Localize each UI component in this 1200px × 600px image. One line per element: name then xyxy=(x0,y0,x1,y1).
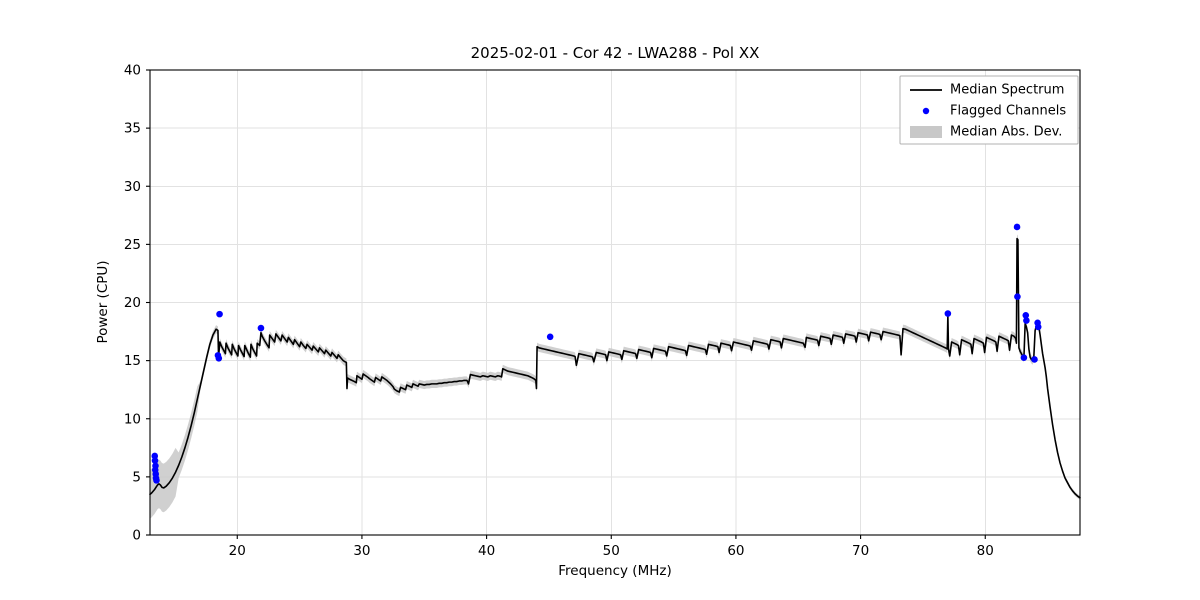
flagged-channels-points xyxy=(151,223,1042,484)
x-tick-label: 40 xyxy=(478,543,495,559)
flagged-channel-point xyxy=(1020,354,1028,362)
flagged-channel-point xyxy=(1023,317,1030,324)
legend-band-swatch xyxy=(910,126,942,138)
flagged-channel-point xyxy=(944,310,952,317)
x-tick-label: 60 xyxy=(727,543,744,559)
flagged-channel-point xyxy=(546,333,554,341)
x-axis-ticks: 20 30 40 50 60 70 80 xyxy=(229,535,994,559)
flagged-channel-point xyxy=(153,477,160,484)
y-tick-label: 5 xyxy=(132,469,141,485)
y-tick-label: 15 xyxy=(124,353,141,369)
chart-title: 2025-02-01 - Cor 42 - LWA288 - Pol XX xyxy=(471,44,760,62)
median-spectrum-line xyxy=(149,237,1081,499)
legend-label: Flagged Channels xyxy=(950,104,1066,119)
x-tick-label: 70 xyxy=(852,543,869,559)
flagged-channel-point xyxy=(151,457,159,464)
x-tick-label: 50 xyxy=(603,543,620,559)
y-tick-label: 10 xyxy=(124,411,141,427)
chart-legend[interactable]: Median Spectrum Flagged Channels Median Ab… xyxy=(899,75,1079,145)
legend-label: Median Abs. Dev. xyxy=(950,125,1062,140)
x-tick-label: 80 xyxy=(977,543,994,559)
legend-box xyxy=(899,75,1079,145)
legend-label: Median Spectrum xyxy=(950,83,1064,98)
flagged-channel-point xyxy=(216,310,223,318)
x-tick-label: 30 xyxy=(353,543,370,559)
y-tick-label: 30 xyxy=(124,179,141,195)
flagged-channel-point xyxy=(1031,356,1038,363)
flagged-channel-point xyxy=(1014,293,1021,300)
x-axis-label: Frequency (MHz) xyxy=(558,563,671,579)
flagged-channel-point xyxy=(1013,223,1021,231)
y-tick-label: 0 xyxy=(132,528,141,544)
flagged-channel-point xyxy=(1034,323,1042,331)
legend-dot-swatch xyxy=(922,107,930,115)
flagged-channel-point xyxy=(1022,311,1030,319)
y-axis-label: Power (CPU) xyxy=(95,260,111,343)
flagged-channel-point xyxy=(151,452,159,460)
y-tick-label: 20 xyxy=(124,295,141,311)
flagged-channel-point xyxy=(215,355,223,362)
x-tick-label: 20 xyxy=(229,543,246,559)
y-tick-label: 25 xyxy=(124,237,141,253)
y-tick-label: 40 xyxy=(124,63,141,79)
flagged-channel-point xyxy=(257,324,265,332)
median-spectrum-path xyxy=(149,237,1081,499)
y-axis-ticks: 0 5 10 15 20 25 30 35 40 xyxy=(124,63,150,544)
y-tick-label: 35 xyxy=(124,121,141,137)
